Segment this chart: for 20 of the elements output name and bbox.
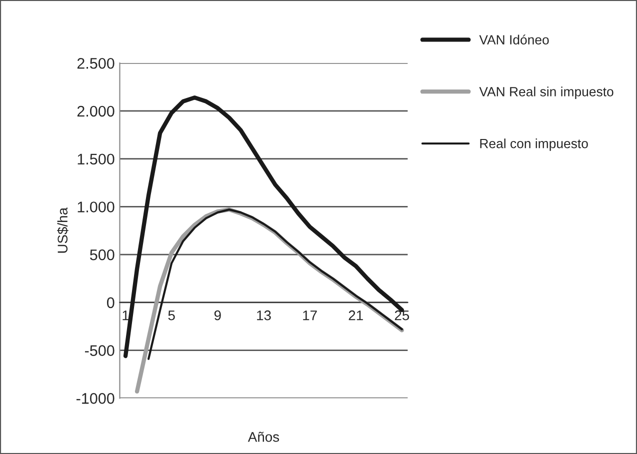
x-tick-label: 21 [348, 310, 363, 320]
x-tick-label: 1 [122, 310, 129, 320]
x-tick-label: 25 [394, 310, 410, 320]
x-tick-label: 17 [303, 310, 317, 320]
y-tick-label: 2.000 [77, 106, 114, 117]
x-tick-label: 5 [168, 310, 175, 320]
legend-label: VAN Idóneo [479, 34, 549, 44]
y-tick-label: 1.000 [78, 202, 114, 212]
x-axis-title: Años [248, 432, 280, 442]
legend-label: VAN Real sin impuesto [479, 86, 614, 99]
x-tick-label: 9 [214, 310, 221, 320]
y-tick-label: 2.500 [77, 58, 114, 69]
y-tick-label: 1.500 [78, 154, 114, 165]
y-tick-label: 500 [90, 249, 114, 260]
y-tick-label: -500 [85, 345, 114, 356]
y-tick-label: 0 [106, 297, 114, 308]
x-tick-label: 13 [257, 310, 271, 320]
legend-label: Real con impuesto [480, 138, 588, 151]
y-axis-title: US$/ha [57, 207, 68, 253]
y-tick-label: -1000 [76, 393, 114, 404]
